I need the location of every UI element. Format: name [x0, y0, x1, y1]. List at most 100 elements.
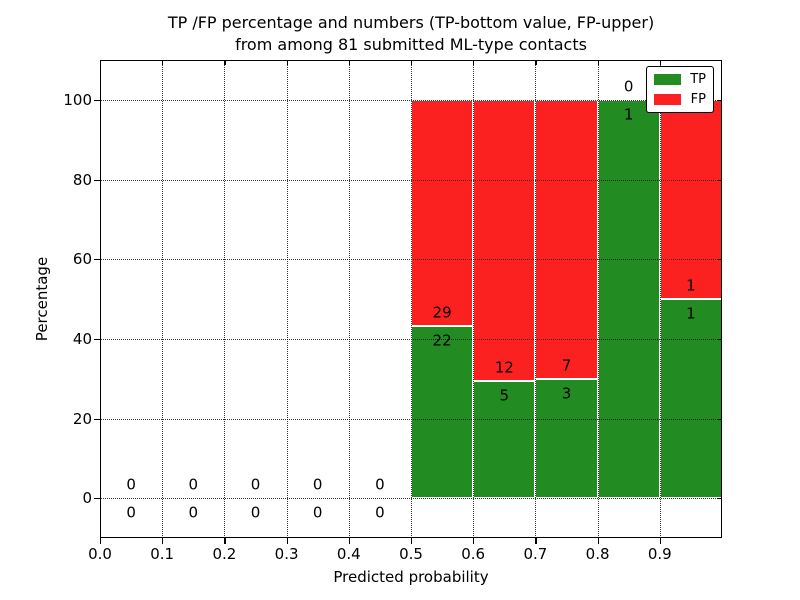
x-tick-mark-top: [100, 60, 102, 65]
y-tick-label: 0: [82, 489, 92, 508]
tp-count-label: 0: [188, 503, 199, 522]
vertical-gridline: [473, 60, 475, 538]
fp-count-label: 0: [250, 475, 261, 494]
x-tick-mark: [659, 538, 662, 544]
horizontal-gridline: [100, 259, 722, 261]
y-tick-mark-right: [717, 179, 722, 181]
x-tick-mark: [162, 538, 164, 544]
horizontal-gridline: [100, 338, 722, 340]
vertical-gridline: [348, 60, 350, 538]
x-tick-mark: [535, 538, 537, 544]
y-tick-mark: [94, 99, 100, 102]
x-tick-mark-top: [659, 60, 662, 65]
y-tick-mark-right: [717, 498, 722, 500]
x-tick-label: 0.1: [150, 545, 175, 563]
tp-count-label: 22: [432, 331, 452, 350]
x-axis-label: Predicted probability: [333, 568, 489, 586]
legend: TP FP: [646, 66, 714, 113]
fp-bar-segment: [659, 99, 722, 299]
x-tick-label: 0.8: [585, 545, 610, 563]
y-tick-mark: [94, 179, 100, 181]
vertical-gridline: [162, 60, 164, 538]
tp-count-label: 3: [561, 384, 572, 403]
fp-legend-swatch: [654, 94, 681, 105]
tp-count-label: 0: [312, 503, 323, 522]
fp-count-label: 0: [126, 475, 136, 494]
fp-bar-segment: [473, 99, 536, 382]
x-tick-mark-top: [224, 60, 226, 65]
y-axis-label: Percentage: [33, 256, 51, 342]
fp-legend-label: FP: [690, 92, 706, 107]
x-tick-mark-top: [411, 60, 413, 65]
x-tick-label: 0.6: [461, 545, 486, 563]
y-tick-mark: [94, 259, 100, 261]
horizontal-gridline: [100, 179, 722, 181]
y-tick-label: 80: [72, 170, 92, 189]
fp-count-label: 0: [188, 475, 199, 494]
y-tick-label: 20: [72, 409, 92, 428]
horizontal-gridline: [100, 99, 722, 101]
y-tick-label: 40: [72, 329, 92, 348]
chart-title-line-1: TP /FP percentage and numbers (TP-bottom…: [167, 13, 655, 32]
fp-count-label: 0: [312, 475, 323, 494]
plot-area: 0 0 0 0 0 0 0 0 0 0 29 22 12 5 7 3 0 1 1 1: [94, 60, 722, 544]
x-tick-label: 0.9: [647, 545, 672, 563]
y-tick-label: 100: [63, 90, 92, 109]
tp-count-label: 0: [375, 503, 385, 522]
x-tick-label: 0.5: [399, 545, 423, 563]
tp-bar-segment: [411, 326, 474, 499]
y-tick-mark-right: [717, 259, 722, 261]
chart-title-line-2: from among 81 submitted ML-type contacts: [235, 35, 587, 54]
y-tick-mark-right: [717, 338, 722, 341]
tp-count-label: 5: [499, 386, 510, 405]
fp-count-label: 0: [375, 475, 385, 494]
tp-count-label: 1: [623, 105, 634, 124]
vertical-gridline: [659, 60, 661, 538]
x-tick-mark-top: [535, 60, 537, 65]
legend-row-fp: FP: [654, 93, 706, 106]
tp-count-label: 0: [250, 503, 261, 522]
tp-count-label: 0: [126, 503, 136, 522]
x-tick-label: 0.7: [523, 545, 548, 563]
x-tick-mark: [348, 538, 351, 544]
vertical-gridline: [597, 60, 599, 538]
x-tick-label: 0.3: [274, 545, 299, 563]
x-tick-mark-top: [473, 60, 475, 65]
x-tick-mark-top: [286, 60, 288, 65]
x-tick-mark-top: [162, 60, 164, 65]
x-tick-mark-top: [348, 60, 351, 65]
x-tick-label: 0.4: [336, 545, 361, 563]
y-tick-label: 60: [72, 250, 92, 269]
x-tick-label: 0.0: [88, 545, 112, 563]
tp-legend-label: TP: [690, 72, 706, 87]
fp-count-label: 1: [686, 276, 696, 295]
vertical-gridline: [224, 60, 226, 538]
y-tick-mark: [94, 418, 100, 420]
tp-count-label: 1: [686, 304, 696, 323]
tp-legend-swatch: [654, 74, 681, 85]
x-tick-mark-top: [597, 60, 599, 65]
y-tick-mark: [94, 498, 100, 500]
x-tick-mark: [597, 538, 599, 544]
vertical-gridline: [411, 60, 412, 538]
fp-bar-segment: [411, 99, 474, 327]
fp-count-label: 12: [494, 358, 514, 377]
y-tick-mark-right: [717, 418, 722, 420]
horizontal-gridline: [100, 498, 722, 500]
vertical-gridline: [286, 60, 288, 538]
tp-bar-segment: [659, 299, 722, 499]
fp-bar-segment: [535, 99, 598, 379]
x-tick-mark: [224, 538, 226, 544]
x-tick-mark: [100, 538, 102, 544]
fp-count-label: 29: [432, 303, 452, 322]
y-tick-mark-right: [717, 99, 722, 102]
x-tick-mark: [411, 538, 413, 544]
vertical-gridline: [535, 60, 537, 538]
x-tick-label: 0.2: [212, 545, 237, 563]
horizontal-gridline: [100, 418, 722, 420]
legend-row-tp: TP: [654, 73, 706, 86]
x-tick-mark: [473, 538, 475, 544]
fp-count-label: 7: [561, 356, 572, 375]
fp-count-label: 0: [623, 77, 634, 96]
